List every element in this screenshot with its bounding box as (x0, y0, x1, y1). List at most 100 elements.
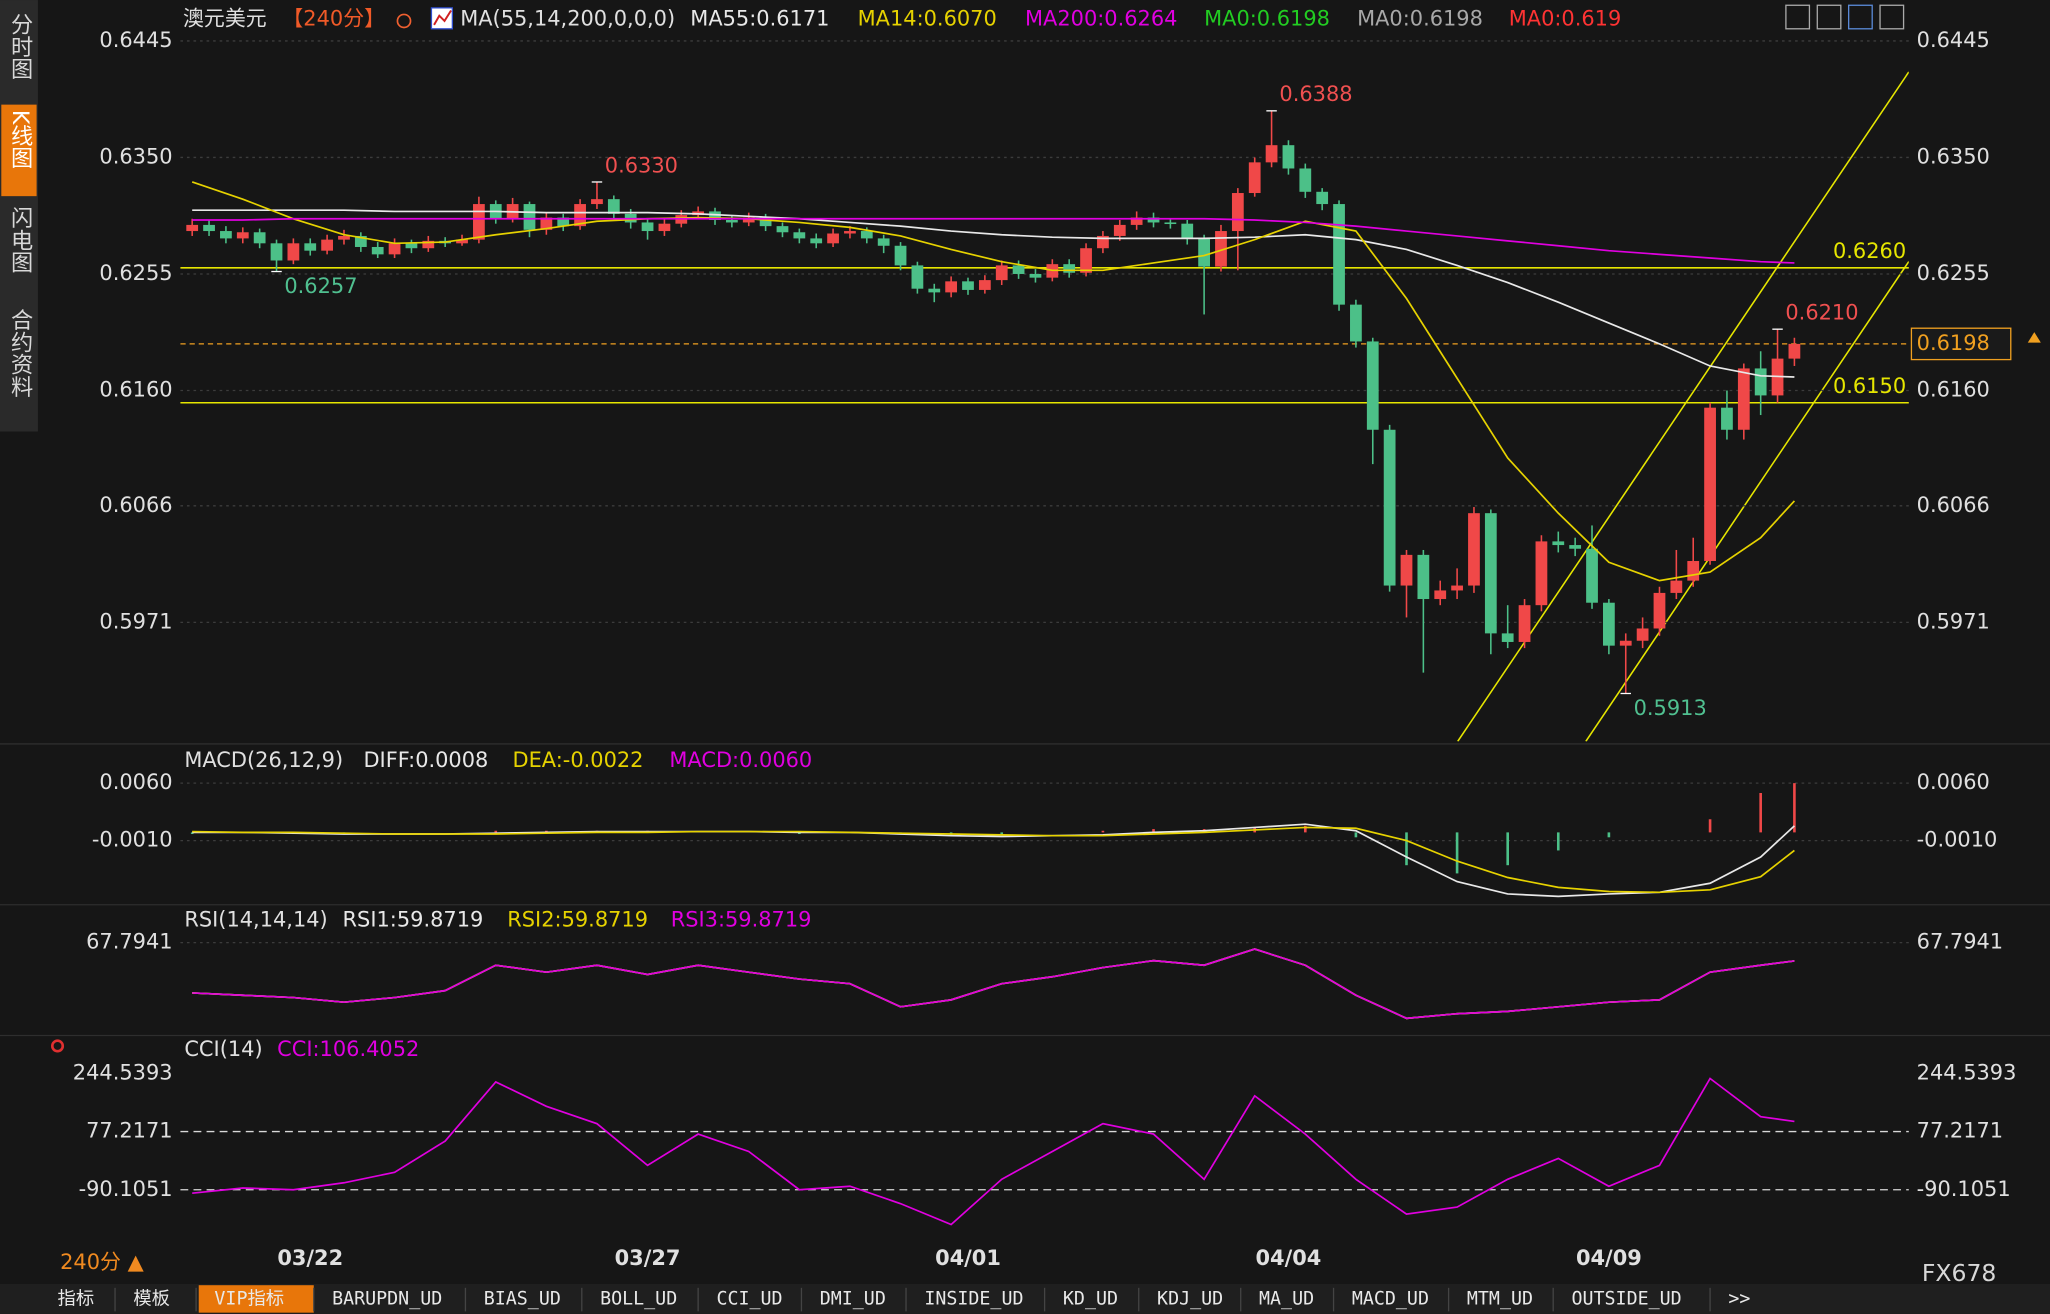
candle-body (1670, 580, 1683, 593)
candle-body (1586, 548, 1598, 603)
footer-tab[interactable]: >> (1728, 1289, 1750, 1310)
y-tick-label-right: 0.5971 (1917, 609, 1990, 633)
footer-tab[interactable]: BARUPDN_UD (332, 1289, 442, 1310)
candle-body (405, 243, 418, 249)
y-tick-label-right: -0.0010 (1917, 828, 1998, 852)
y-tick-label: 0.5971 (99, 609, 172, 633)
candle-body (1603, 602, 1615, 646)
candle-body (186, 224, 199, 232)
sidebar-tab[interactable]: 闪电图 (7, 206, 33, 273)
footer-tab[interactable]: MACD_UD (1352, 1289, 1429, 1310)
footer-tab[interactable]: OUTSIDE_UD (1571, 1289, 1681, 1310)
legend-entry: DEA:-0.0022 (513, 748, 644, 772)
y-tick-label: 77.2171 (86, 1119, 172, 1143)
candle-body (1147, 217, 1160, 223)
candle-body (1012, 265, 1025, 274)
ma0-legend: MA0:0.6198 (1204, 7, 1330, 31)
candle-body (1333, 204, 1345, 305)
candle-body (1215, 231, 1227, 267)
candle-body (1080, 248, 1092, 273)
tool-icon[interactable] (1879, 4, 1905, 30)
alert-icon[interactable] (50, 1039, 65, 1053)
candle-body (607, 199, 620, 214)
candle-body (827, 233, 839, 244)
y-tick-label: 0.6255 (99, 261, 172, 285)
sidebar-tab[interactable]: 合约资料 (7, 308, 33, 398)
candle-body (793, 232, 806, 239)
footer-tab[interactable]: MTM_UD (1467, 1289, 1533, 1310)
add-icon[interactable] (396, 13, 412, 29)
candle-body (962, 281, 974, 290)
candle-body (371, 246, 384, 255)
footer-tab[interactable]: KD_UD (1063, 1289, 1118, 1310)
price-marker (2027, 332, 2041, 343)
candle-body (1653, 592, 1666, 629)
tool-icon[interactable] (1816, 4, 1842, 30)
last-price-label: 0.6198 (1917, 331, 1990, 355)
moving-average-line (191, 181, 1796, 582)
y-tick-label-right: 67.7941 (1917, 930, 2003, 954)
y-tick-label-right: 0.6445 (1917, 28, 1990, 52)
extreme-label: 0.6210 (1785, 300, 1858, 324)
footer-tab[interactable]: BOLL_UD (600, 1289, 677, 1310)
x-tick-label: 04/04 (1256, 1246, 1322, 1270)
last-price-box (1910, 327, 2012, 361)
legend-entry: DIFF:0.0008 (363, 748, 488, 772)
y-tick-label-right: 0.6160 (1917, 378, 1990, 402)
candle-body (945, 281, 958, 293)
candle-body (709, 211, 721, 221)
candle-body (1231, 193, 1244, 232)
candle-body (220, 231, 232, 239)
candle-body (1535, 541, 1548, 606)
candle-body (894, 245, 907, 266)
ma0-legend: MA0:0.6198 (1357, 7, 1483, 31)
candle-body (1029, 273, 1042, 278)
footer-tab[interactable]: 指标 (58, 1289, 95, 1310)
tool-icon[interactable] (1785, 4, 1811, 30)
candle-body (354, 235, 367, 247)
candle-body (776, 226, 789, 233)
candle-body (1181, 223, 1194, 239)
x-tick-label: 03/22 (277, 1246, 343, 1270)
panel-title: CCI(14) (184, 1037, 262, 1061)
candle-body (338, 235, 350, 240)
candle-body (203, 224, 215, 232)
candle-body (1299, 168, 1312, 192)
candle-body (1097, 235, 1109, 249)
footer-tab[interactable]: INSIDE_UD (924, 1289, 1023, 1310)
sidebar-tab[interactable]: K线图 (7, 110, 33, 169)
x-tick-label: 04/09 (1576, 1246, 1642, 1270)
y-tick-label: 0.6066 (99, 493, 172, 517)
candle-body (1619, 640, 1632, 646)
footer-tab[interactable]: CCI_UD (716, 1289, 782, 1310)
candle-body (1434, 590, 1447, 600)
candle-body (911, 265, 924, 289)
candle-body (1383, 429, 1396, 586)
candle-body (1636, 628, 1649, 641)
y-tick-label: 0.0060 (99, 770, 172, 794)
tool-icon[interactable] (1848, 4, 1873, 30)
candle-body (1130, 217, 1143, 225)
footer-tab[interactable]: VIP指标 (214, 1289, 284, 1310)
trend-line (1457, 71, 1909, 742)
footer-tab[interactable]: 模板 (133, 1289, 170, 1310)
legend-entry: MA55:0.6171 (690, 7, 829, 31)
candle-body (321, 239, 333, 251)
candle-body (641, 222, 654, 232)
candle-body (1113, 224, 1126, 236)
candle-body (388, 243, 401, 255)
y-tick-label-right: 0.6066 (1917, 493, 1990, 517)
sidebar-tab[interactable]: 分时图 (7, 13, 33, 80)
period: 【240分】 (282, 7, 385, 31)
candle-body (1721, 407, 1733, 430)
y-tick-label: 0.6445 (99, 28, 172, 52)
footer-tab[interactable]: DMI_UD (820, 1289, 886, 1310)
footer-tab[interactable]: KDJ_UD (1157, 1289, 1223, 1310)
tab-active (198, 1285, 314, 1313)
footer-tab[interactable]: BIAS_UD (484, 1289, 561, 1310)
footer-tab[interactable]: MA_UD (1259, 1289, 1314, 1310)
y-tick-label: 0.6350 (99, 144, 172, 168)
candle-body (456, 239, 468, 244)
